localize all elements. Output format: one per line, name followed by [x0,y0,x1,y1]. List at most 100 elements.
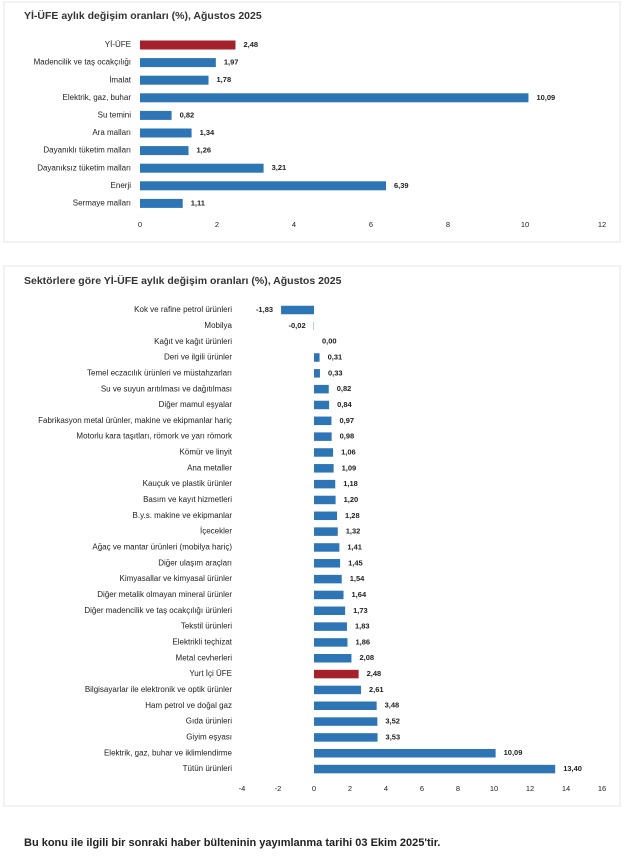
value-label: 3,53 [386,732,401,741]
value-label: 1,78 [217,75,232,84]
value-label: 0,33 [328,368,343,377]
value-label: 0,00 [322,337,337,346]
footer-note: Bu konu ile ilgili bir sonraki haber bül… [24,837,440,849]
bar [314,511,338,521]
value-label: 0,31 [328,352,343,361]
bar [140,198,183,208]
x-tick-label: 4 [292,220,296,229]
category-label: Kok ve rafine petrol ürünleri [134,305,232,314]
bar [314,622,347,631]
x-tick-label: 6 [369,220,373,229]
value-label: 1,28 [345,511,360,520]
bar [314,384,329,394]
value-label: 3,52 [385,717,400,726]
x-tick-label: 16 [598,784,606,793]
bar [314,685,361,695]
category-label: Diğer mamul eşyalar [159,400,233,409]
bar [314,448,334,457]
bar [314,559,341,568]
bar [314,654,352,663]
category-label: Ham petrol ve doğal gaz [145,701,232,710]
value-label: 6,39 [394,181,409,190]
value-label: 13,40 [563,764,582,773]
value-label: 2,48 [367,669,382,678]
value-label: 1,54 [350,574,365,583]
category-label: Yurt İçi ÜFE [189,669,232,678]
category-label: Metal cevherleri [176,653,233,662]
category-label: Kömür ve linyit [180,448,233,457]
category-label: Diğer metalik olmayan mineral ürünler [97,590,232,599]
category-label: Bilgisayarlar ile elektronik ve optik ür… [85,685,233,694]
x-tick-label: 2 [215,220,219,229]
bar [314,748,496,758]
x-tick-label: 14 [562,784,570,793]
bar [140,58,216,68]
bar [314,479,336,489]
category-label: Deri ve ilgili ürünler [164,353,232,362]
x-tick-label: 2 [348,784,352,793]
bar [140,146,189,156]
value-label: 1,18 [343,479,358,488]
category-label: Dayanıksız tüketim malları [37,163,131,172]
x-tick-label: 0 [312,784,316,793]
bar [140,40,236,50]
bar [314,416,332,426]
value-label: 1,64 [352,590,367,599]
value-label: 1,34 [200,128,215,137]
category-label: Yİ-ÜFE [105,40,131,49]
category-label: Madencilik ve taş ocakçılığı [34,58,131,67]
bar [281,305,314,315]
category-label: Sermaye malları [73,199,131,208]
category-label: Basım ve kayıt hizmetleri [143,495,232,504]
category-label: Giyim eşyası [186,733,232,742]
category-label: Tütün ürünleri [183,764,233,773]
value-label: 0,82 [337,384,352,393]
x-tick-label: 12 [598,220,606,229]
bar [314,464,334,473]
bar [314,432,332,441]
x-tick-label: -4 [239,784,246,793]
category-label: Ana metaller [187,463,232,472]
value-label: 1,26 [197,146,212,155]
value-label: 1,41 [347,542,362,551]
category-label: Diğer ulaşım araçları [158,558,232,567]
value-label: 2,61 [369,685,384,694]
value-label: 1,73 [353,606,368,615]
value-label: 1,11 [191,198,205,207]
category-label: İçecekler [200,527,232,536]
value-label: 1,97 [224,58,239,67]
value-label: 1,20 [344,495,359,504]
bar [314,669,359,679]
bar [314,400,330,410]
bar [314,764,556,774]
category-label: İmalat [109,75,132,84]
bar [140,163,264,173]
x-tick-label: 8 [456,784,460,793]
value-label: 2,48 [243,40,258,49]
bar [314,495,336,505]
category-label: Elektrikli teçhizat [172,638,232,647]
bar [140,93,529,103]
value-label: 1,06 [341,447,356,456]
x-tick-label: 12 [526,784,534,793]
category-label: Elektrik, gaz, buhar ve iklimlendirme [104,748,233,757]
bar [314,638,348,647]
value-label: 10,09 [504,748,523,757]
bar [314,590,344,600]
value-label: 1,83 [355,622,370,631]
x-tick-label: -2 [275,784,282,793]
bar [314,606,346,616]
bar [314,527,338,536]
bar [140,110,172,120]
x-tick-label: 10 [490,784,498,793]
chart-title: Yİ-ÜFE aylık değişim oranları (%), Ağust… [24,9,262,22]
value-label: 0,97 [339,416,354,425]
category-label: Dayanıklı tüketim malları [43,146,131,155]
bar [314,353,320,362]
value-label: 0,82 [180,110,195,119]
value-label: -1,83 [256,305,273,314]
category-label: Mobilya [204,321,232,330]
bar [140,75,209,85]
category-label: Temel eczacılık ürünleri ve müstahzarlar… [87,368,232,377]
